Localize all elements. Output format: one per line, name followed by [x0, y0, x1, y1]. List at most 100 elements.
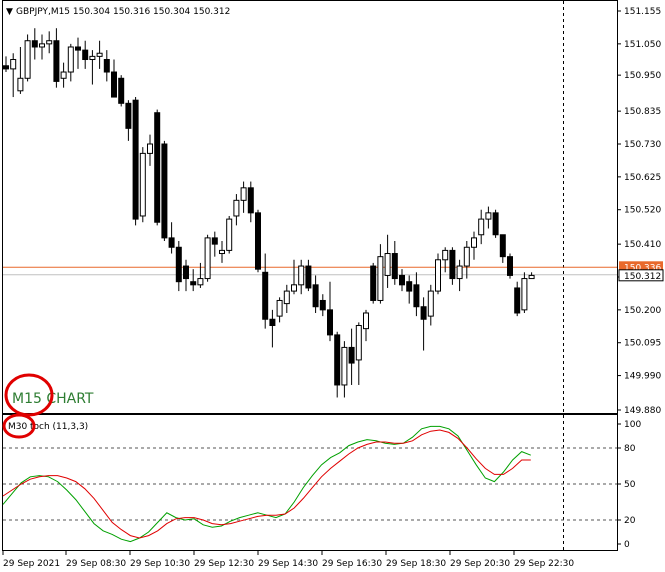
price-tick-label: 150.625: [624, 173, 661, 183]
candle: [485, 206, 492, 229]
candle: [75, 37, 81, 69]
price-tick-label: 150.095: [624, 339, 661, 349]
candle-body-bull: [276, 299, 283, 317]
indicator-label-prefix: M30: [8, 422, 27, 432]
candle-body-bear: [370, 265, 377, 301]
candle: [89, 50, 96, 85]
candle: [435, 253, 441, 295]
candle: [492, 209, 499, 238]
candle-body-bear: [319, 299, 326, 311]
candle-body-bear: [75, 46, 81, 51]
candle-body-bull: [204, 237, 211, 280]
candle: [154, 109, 161, 226]
time-tick-label: 29 Sep 16:30: [322, 559, 382, 569]
price-tick-label: 151.155: [624, 7, 661, 17]
candle: [111, 59, 117, 98]
time-tick-label: 29 Sep 18:30: [386, 559, 446, 569]
candle-body-bull: [17, 77, 24, 92]
header-arrow-icon: ▼: [6, 7, 13, 17]
candle: [67, 43, 74, 82]
time-tick-label: 29 Sep 10:30: [130, 559, 190, 569]
candle-body-bull: [283, 290, 290, 305]
time-axis: 29 Sep 2021 29 Sep 08:30 29 Sep 10:30 29 Se…: [2, 551, 574, 569]
candle: [118, 75, 125, 107]
price-tick-label: 150.200: [624, 306, 661, 316]
candle-body-bull: [219, 249, 225, 255]
candle: [413, 272, 420, 317]
candle: [391, 241, 398, 285]
candle-body-bear: [406, 281, 413, 292]
candle: [139, 147, 146, 223]
candle: [521, 272, 528, 313]
candle: [442, 247, 449, 273]
candle-body-bear: [111, 71, 117, 98]
candle-body-bull: [96, 52, 103, 57]
candle: [399, 269, 405, 292]
candle-body-bear: [183, 265, 189, 280]
candle: [363, 309, 369, 342]
candle: [269, 309, 276, 348]
candle: [327, 281, 333, 342]
candle: [528, 272, 535, 280]
candle: [341, 341, 348, 398]
annotation-circle-indicator: [2, 413, 36, 439]
candle: [233, 194, 240, 226]
candle: [183, 259, 189, 292]
candle: [240, 181, 247, 213]
candle-body-bull: [233, 199, 240, 217]
annotation-circle-main: [4, 373, 54, 417]
candle: [125, 100, 132, 141]
candle: [96, 40, 103, 69]
indicator-levels: [3, 447, 617, 521]
candle: [53, 28, 60, 88]
candle: [211, 231, 218, 257]
candle: [255, 209, 261, 273]
price-tick-label: 150.730: [624, 140, 661, 150]
indicator-tick-label: 100: [624, 420, 641, 430]
candle-body-bull: [24, 40, 31, 79]
candlesticks: [3, 28, 535, 398]
symbol-header: GBPJPY,M15 150.304 150.316 150.304 150.3…: [16, 7, 230, 17]
candle-body-bull: [46, 40, 53, 45]
candle-body-bull: [67, 46, 74, 73]
candle-body-bear: [348, 346, 355, 364]
candle: [456, 259, 463, 292]
candle-body-bear: [3, 65, 9, 70]
candle-body-bull: [377, 256, 384, 301]
indicator-axis: 100 80 50 20 0: [617, 420, 641, 550]
candle-body-bull: [363, 312, 369, 330]
candle-body-bear: [305, 265, 312, 289]
candle-body-bull: [291, 284, 297, 292]
candle-body-bull: [240, 187, 247, 201]
candle: [427, 284, 434, 326]
candle-body-bear: [161, 143, 168, 239]
candle: [312, 275, 319, 313]
candle-body-bear: [420, 306, 427, 320]
candle: [449, 247, 456, 285]
ask-price-tag-label: 150.336: [624, 263, 661, 273]
time-tick-label: 29 Sep 2021: [3, 559, 60, 569]
candle-body-bull: [197, 278, 204, 286]
candle: [319, 294, 326, 317]
candle-body-bear: [132, 99, 139, 220]
candle-body-bear: [262, 271, 269, 320]
candle-body-bear: [190, 281, 197, 286]
candle-body-bull: [298, 265, 305, 286]
candle-body-bear: [413, 284, 420, 308]
indicator-frame: [2, 414, 618, 551]
candle: [283, 284, 290, 313]
candle-body-bear: [507, 256, 513, 276]
candle: [46, 31, 53, 54]
time-tick-label: 29 Sep 22:30: [514, 559, 574, 569]
price-tick-label: 150.410: [624, 240, 661, 250]
candle: [3, 56, 9, 73]
candle-body-bear: [154, 112, 161, 223]
candle: [103, 50, 110, 82]
candle: [31, 28, 38, 60]
candle: [247, 181, 254, 223]
candle-body-bull: [456, 265, 463, 280]
candle-body-bull: [147, 143, 153, 154]
candle: [10, 53, 17, 98]
candle: [39, 34, 45, 60]
candle-body-bull: [139, 152, 146, 217]
